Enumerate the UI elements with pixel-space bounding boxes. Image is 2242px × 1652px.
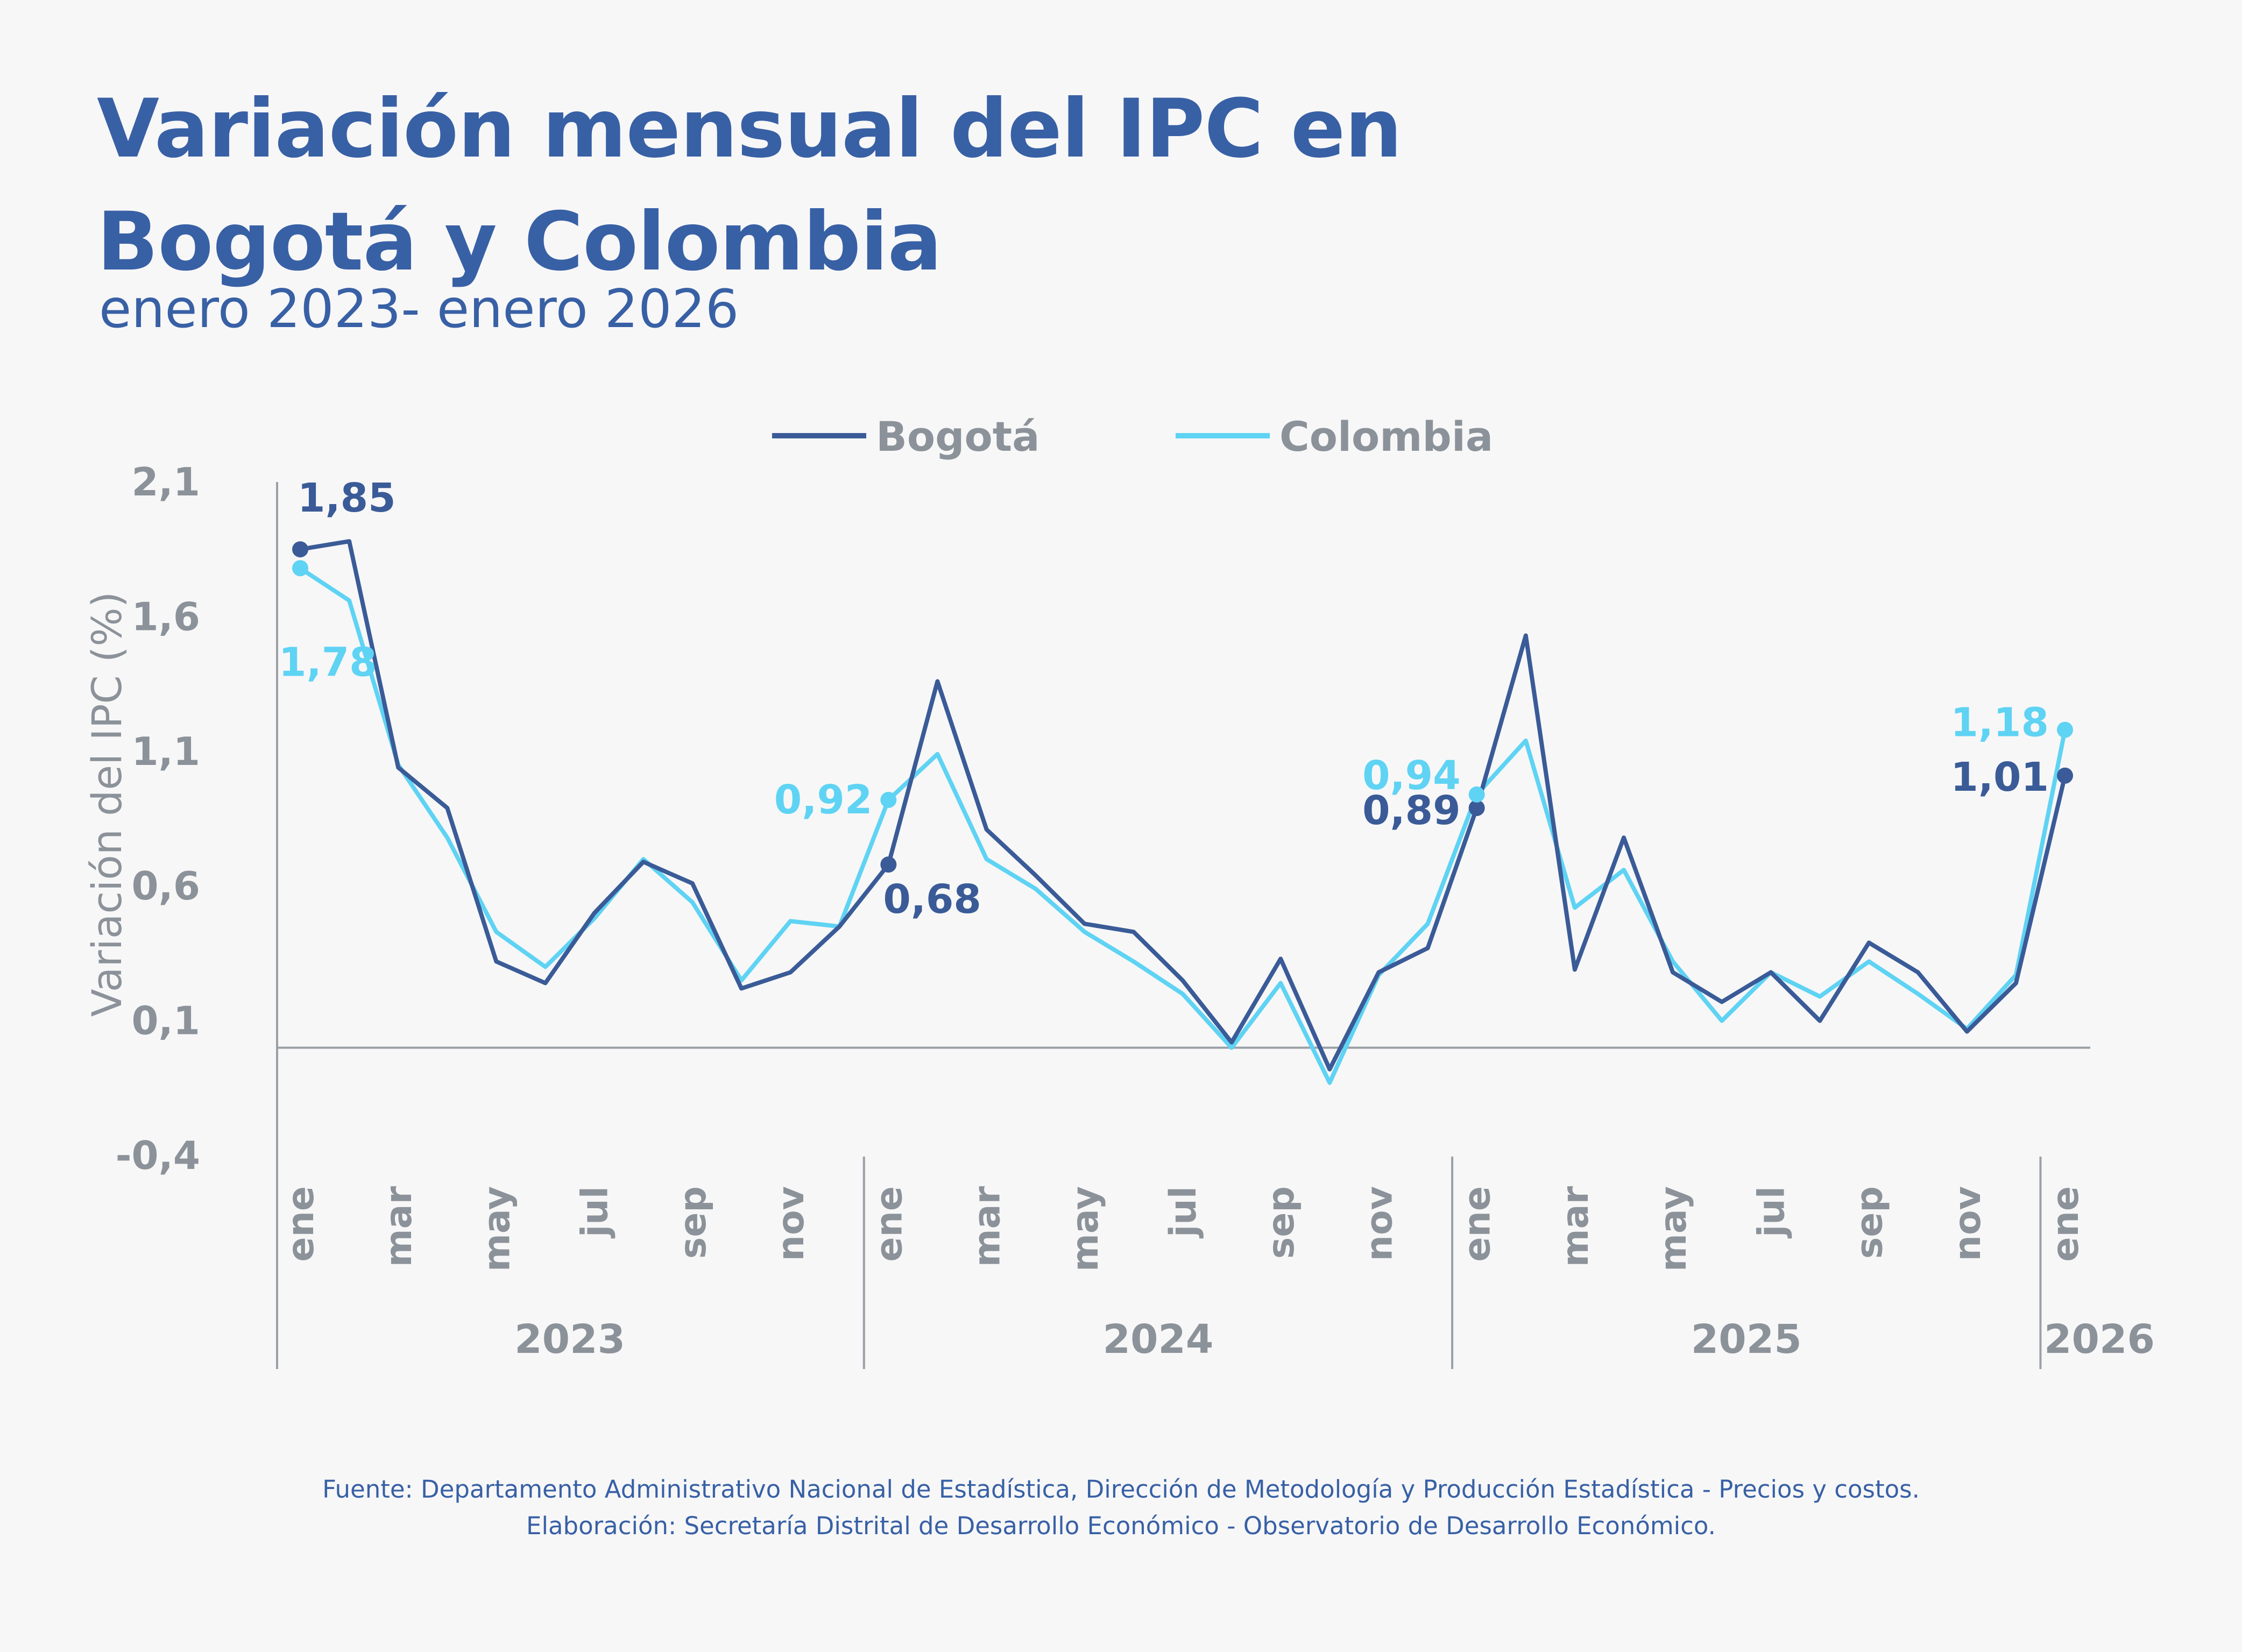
data-label-bogota: 0,89 (1362, 788, 1461, 834)
data-label-colombia: 1,78 (279, 639, 377, 685)
data-labels: 1,85 0,68 0,89 1,01 1,78 0,92 0,94 1,18 (279, 475, 2073, 923)
x-tick-label-month: sep (1260, 1186, 1303, 1259)
y-tick-label: 1,1 (131, 729, 200, 774)
x-tick-label-month: mar (1554, 1186, 1597, 1267)
chart-title-line-2: Bogotá y Colombia (97, 195, 942, 289)
x-tick-label-month: nov (1947, 1186, 1989, 1261)
credits-note: Elaboración: Secretaría Distrital de Des… (526, 1512, 1716, 1540)
data-label-colombia: 0,92 (774, 777, 873, 823)
source-note: Fuente: Departamento Administrativo Naci… (322, 1475, 1920, 1504)
y-tick-label: 0,1 (131, 998, 200, 1044)
data-point-colombia (2057, 721, 2073, 738)
legend-label-colombia: Colombia (1279, 413, 1493, 460)
x-tick-label-year: 2024 (1102, 1316, 1213, 1363)
x-tick-label-year: 2026 (2044, 1316, 2155, 1363)
x-tick-label-month: may (1652, 1186, 1695, 1272)
series-line-colombia (298, 566, 2067, 1085)
x-tick-label-month: ene (868, 1186, 910, 1262)
x-tick-label-month: sep (1849, 1186, 1891, 1259)
data-label-colombia: 1,18 (1950, 700, 2049, 746)
chart-title-line-1: Variación mensual del IPC en (97, 82, 1402, 176)
data-point-bogota (880, 856, 897, 873)
series-line-bogota (298, 539, 2067, 1072)
x-tick-label-year: 2025 (1691, 1316, 1802, 1363)
legend-label-bogota: Bogotá (876, 413, 1039, 460)
data-point-bogota (1468, 799, 1485, 816)
x-tick-label-month: sep (672, 1186, 715, 1259)
data-label-colombia: 0,94 (1362, 753, 1461, 799)
data-label-bogota: 0,68 (883, 876, 981, 923)
x-tick-label-month: jul (1162, 1186, 1205, 1239)
data-label-bogota: 1,85 (298, 475, 396, 521)
y-tick-label: 1,6 (131, 594, 200, 639)
series-lines (298, 539, 2067, 1085)
data-point-colombia (880, 791, 897, 808)
data-label-bogota: 1,01 (1950, 754, 2049, 800)
chart-subtitle: enero 2023- enero 2026 (99, 279, 739, 340)
y-axis-label: Variación del IPC (%) (83, 592, 131, 1017)
data-point-colombia (292, 560, 308, 577)
chart-title: Variación mensual del IPC en Bogotá y Co… (97, 73, 1402, 299)
y-axis-ticks: 2,1 1,6 1,1 0,6 0,1 -0,4 (116, 459, 200, 1178)
x-tick-label-month: ene (1456, 1186, 1499, 1262)
data-point-bogota (2057, 767, 2073, 784)
x-axis: ene mar may jul sep nov ene mar may jul sep nov ene m… (276, 482, 2155, 1369)
ipc-line-chart: Bogotá Colombia Variación del IPC (%) 2,… (83, 413, 2155, 1369)
x-tick-label-month: may (476, 1186, 518, 1272)
x-tick-label-year: 2023 (514, 1316, 625, 1363)
y-tick-label: -0,4 (116, 1133, 200, 1178)
x-tick-label-month: nov (770, 1186, 812, 1261)
x-tick-label-month: nov (1358, 1186, 1401, 1261)
chart-footer: Fuente: Departamento Administrativo Naci… (0, 1471, 2242, 1544)
chart-legend: Bogotá Colombia (772, 413, 1493, 460)
x-tick-label-month: ene (2045, 1186, 2087, 1262)
x-tick-label-month: mar (378, 1186, 420, 1267)
x-tick-label-month: ene (280, 1186, 322, 1262)
x-tick-label-month: may (1064, 1186, 1107, 1272)
x-tick-label-month: mar (966, 1186, 1009, 1267)
x-tick-label-month: jul (574, 1186, 617, 1239)
y-tick-label: 2,1 (131, 459, 200, 505)
data-point-bogota (292, 541, 308, 558)
x-tick-label-month: jul (1750, 1186, 1793, 1239)
data-point-colombia (1468, 786, 1485, 803)
y-tick-label: 0,6 (131, 863, 200, 909)
